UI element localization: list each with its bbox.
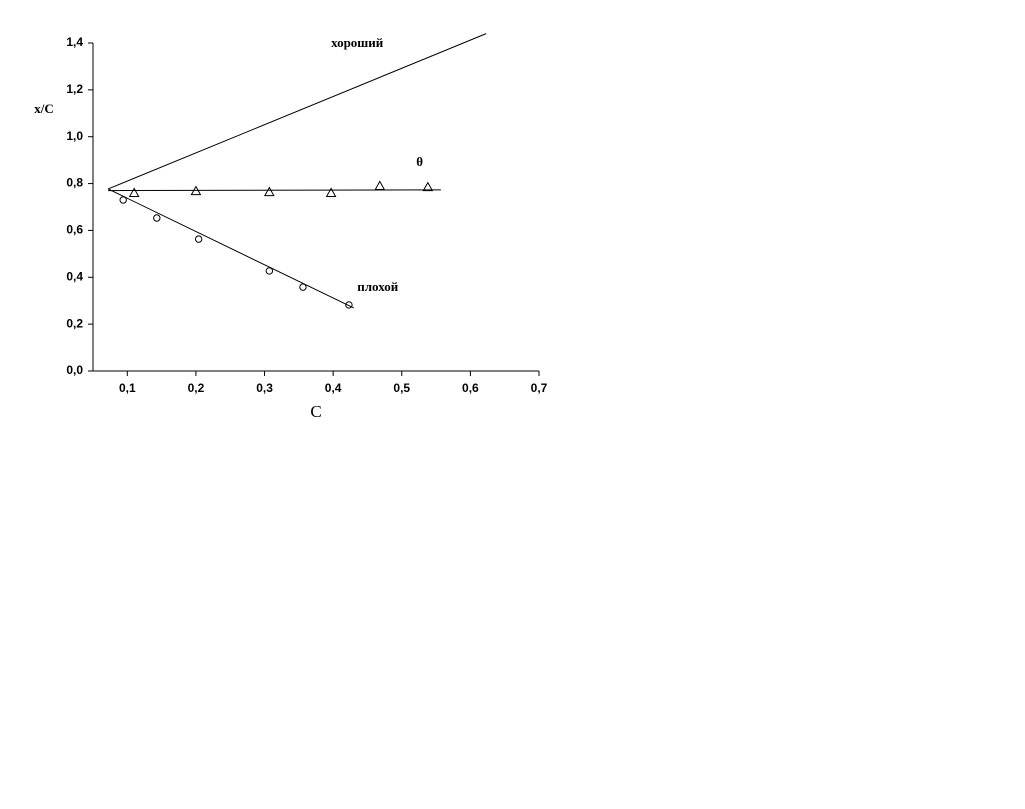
- y-tick-label: 0,2: [66, 316, 83, 330]
- x-axis-label: C: [310, 402, 321, 421]
- triangle-point: [128, 187, 140, 198]
- circle-point: [345, 301, 353, 309]
- x-tick-label: 0,3: [256, 381, 273, 395]
- triangle-point: [374, 180, 386, 191]
- x-tick-label: 0,1: [119, 381, 136, 395]
- y-tick-label: 0,4: [66, 269, 83, 283]
- y-tick-label: 0,0: [66, 363, 83, 377]
- fit-line: [108, 189, 441, 192]
- y-tick-label: 1,2: [66, 82, 83, 96]
- circle-point: [153, 214, 161, 222]
- fit-line: [107, 33, 487, 190]
- y-tick-label: 1,4: [66, 35, 83, 49]
- triangle-point: [422, 181, 434, 192]
- triangle-point: [325, 187, 337, 198]
- circle-point: [194, 235, 203, 243]
- y-tick-label: 0,8: [66, 176, 83, 190]
- annotation: хороший: [331, 35, 384, 50]
- x-tick-label: 0,6: [462, 381, 479, 395]
- y-tick-label: 1,0: [66, 129, 83, 143]
- circle-point: [265, 267, 274, 275]
- y-axis-label: x/C: [34, 101, 54, 116]
- x-tick-label: 0,7: [531, 381, 548, 395]
- annotation: плохой: [357, 279, 398, 294]
- x-tick-label: 0,5: [393, 381, 410, 395]
- x-tick-label: 0,2: [188, 381, 205, 395]
- annotation: θ: [416, 154, 423, 169]
- y-tick-label: 0,6: [66, 223, 83, 237]
- x-tick-label: 0,4: [325, 381, 342, 395]
- fit-line: [107, 188, 354, 309]
- triangle-point: [263, 186, 275, 197]
